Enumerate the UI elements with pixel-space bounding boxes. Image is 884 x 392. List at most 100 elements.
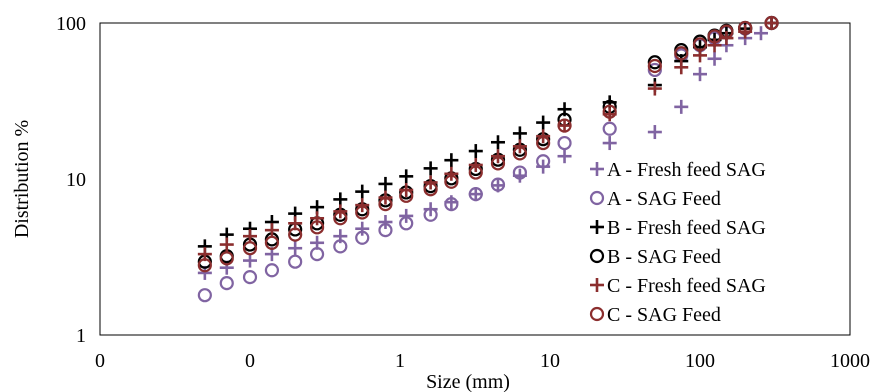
data-point-plus (490, 135, 505, 150)
data-point-plus (753, 26, 768, 41)
data-point-plus (536, 115, 551, 130)
legend-entry-label: B - Fresh feed SAG (607, 217, 766, 239)
data-point-plus (693, 67, 707, 82)
data-point-circle (423, 207, 438, 222)
data-point-plus (647, 125, 662, 140)
data-point-plus (764, 16, 779, 30)
data-point-circle (719, 24, 734, 39)
data-point-circle (423, 182, 438, 197)
data-point-circle (197, 258, 212, 273)
data-point-plus (378, 176, 393, 191)
data-point-plus (490, 149, 505, 164)
y-tick-label: 100 (56, 13, 86, 35)
data-point-circle (512, 165, 528, 180)
data-point-circle (468, 165, 483, 180)
x-tick-label: 1000 (830, 350, 870, 372)
data-point-plus (707, 51, 722, 66)
data-point-plus (288, 241, 303, 256)
chart-points (197, 15, 779, 303)
data-point-plus (444, 166, 459, 181)
legend-marker-circle (589, 190, 605, 206)
data-point-plus (423, 161, 438, 176)
data-point-circle (707, 29, 722, 44)
y-tick-label: 10 (66, 169, 86, 191)
data-point-circle (197, 288, 212, 303)
data-point-plus (512, 126, 527, 141)
data-point-plus (707, 38, 722, 53)
data-point-circle (264, 235, 280, 250)
data-point-plus (557, 149, 572, 164)
data-point-circle (378, 223, 393, 238)
data-point-plus (378, 215, 393, 230)
data-point-plus (264, 223, 279, 238)
data-point-plus (243, 229, 257, 244)
legend-entry-label: B - SAG Feed (607, 246, 721, 268)
data-point-plus (444, 153, 459, 168)
data-point-plus (310, 211, 325, 226)
data-point-plus (355, 198, 370, 213)
y-tick-label: 1 (76, 325, 86, 347)
x-axis-label: Size (mm) (426, 371, 510, 392)
y-axis-label: Distribution % (11, 120, 33, 238)
data-point-plus (333, 192, 348, 207)
data-point-plus (219, 237, 234, 252)
data-point-plus (468, 187, 483, 202)
legend-marker-circle (589, 306, 605, 322)
data-point-circle (674, 46, 689, 61)
data-point-circle (557, 118, 572, 133)
data-point-circle (490, 177, 506, 192)
x-tick-label: 1 (395, 350, 405, 372)
data-point-circle (288, 227, 303, 242)
data-point-circle (692, 37, 708, 52)
x-tick-label: 0 (95, 350, 105, 372)
data-point-circle (242, 270, 258, 285)
data-point-circle (444, 174, 459, 189)
data-point-plus (557, 118, 572, 133)
legend-marker-plus (590, 162, 604, 176)
data-point-circle (264, 263, 280, 278)
data-point-plus (399, 169, 414, 184)
legend-entry-label: C - Fresh feed SAG (607, 275, 766, 297)
data-point-circle (219, 251, 234, 266)
legend-entry-label: A - SAG Feed (607, 188, 721, 210)
data-point-circle (288, 254, 303, 269)
data-point-circle (647, 62, 662, 78)
data-point-circle (468, 187, 483, 202)
data-point-circle (764, 15, 779, 31)
data-point-circle (602, 121, 617, 136)
data-point-plus (468, 157, 483, 172)
series-6-points (197, 15, 779, 273)
data-point-plus (355, 221, 370, 236)
data-point-circle (602, 104, 617, 119)
data-point-plus (468, 144, 483, 159)
plot-area (99, 22, 851, 336)
legend-marker-circle (589, 248, 605, 264)
data-point-circle (536, 154, 551, 169)
legend-marker-plus (590, 278, 604, 292)
data-point-circle (309, 220, 325, 235)
data-point-plus (399, 208, 414, 223)
legend: A - Fresh feed SAG A - SAG Feed B - Fresh … (589, 159, 766, 326)
data-point-plus (602, 136, 617, 151)
data-point-circle (557, 135, 572, 151)
data-point-plus (647, 81, 662, 96)
data-point-plus (243, 253, 257, 268)
x-tick-label: 10 (540, 350, 560, 372)
data-point-circle (378, 197, 393, 212)
data-point-circle (219, 276, 234, 291)
x-tick-label: 100 (685, 350, 715, 372)
data-point-plus (355, 184, 370, 199)
legend-entry-label: C - SAG Feed (607, 304, 721, 326)
data-point-circle (242, 241, 258, 256)
data-point-circle (333, 211, 348, 226)
data-point-plus (674, 99, 689, 114)
legend-marker-plus (590, 220, 604, 234)
data-point-circle (399, 188, 414, 203)
data-point-circle (355, 205, 370, 220)
data-point-circle (490, 156, 506, 171)
data-point-circle (355, 230, 370, 245)
series-1-points (197, 16, 779, 280)
data-point-circle (512, 146, 528, 161)
